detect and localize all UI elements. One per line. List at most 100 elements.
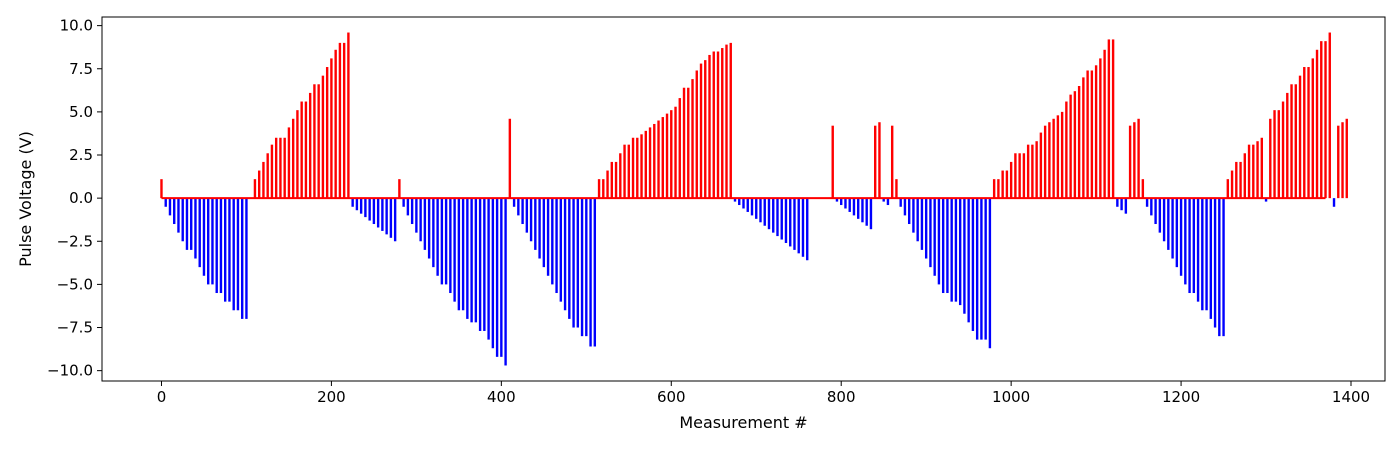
bar [1188, 198, 1191, 294]
bar [419, 198, 422, 242]
bar [1184, 198, 1187, 285]
bar [1337, 125, 1340, 199]
bar [542, 198, 546, 268]
bar [321, 75, 325, 199]
bar [1026, 144, 1030, 199]
bar [1307, 67, 1310, 199]
bar [325, 67, 329, 199]
bar [661, 117, 664, 199]
bar [551, 198, 554, 285]
bar [1133, 122, 1136, 199]
bar [1196, 198, 1200, 302]
bar [232, 198, 235, 311]
bar [1332, 198, 1336, 207]
bar [449, 198, 452, 294]
bar [440, 198, 444, 285]
bar [500, 198, 503, 357]
bar [767, 198, 771, 230]
bar [1311, 58, 1314, 199]
bar [924, 198, 928, 259]
bar [1277, 110, 1280, 199]
bar [173, 198, 176, 225]
bar [644, 130, 647, 199]
bar [1179, 198, 1183, 276]
bar [589, 198, 592, 347]
bar [1014, 153, 1017, 199]
bar [1294, 84, 1297, 199]
bar [364, 198, 367, 218]
bar [674, 106, 677, 199]
bar [1158, 198, 1162, 233]
bar [525, 198, 529, 233]
bar [1120, 198, 1123, 211]
bar [640, 134, 643, 199]
bar [1073, 91, 1077, 199]
bar [1243, 153, 1246, 199]
bar [695, 70, 698, 199]
bar [776, 198, 779, 237]
bar [1018, 153, 1021, 199]
bar [1324, 41, 1327, 199]
bar [712, 51, 715, 199]
bar [406, 198, 410, 216]
bar [270, 144, 274, 199]
bar [1298, 75, 1302, 199]
bar [903, 198, 907, 216]
bar [869, 198, 873, 230]
bar [1124, 198, 1128, 214]
bar [1137, 118, 1140, 199]
bar [971, 198, 975, 331]
bar [933, 198, 936, 276]
bar [946, 198, 949, 294]
bar [716, 51, 720, 199]
bar [1171, 198, 1174, 259]
bar [895, 179, 898, 199]
bar [763, 198, 766, 226]
bar [878, 122, 881, 199]
bar [1201, 198, 1204, 311]
bar [266, 153, 269, 199]
bar [483, 198, 486, 331]
bar [1145, 198, 1149, 207]
bar [954, 198, 958, 302]
bar [1235, 161, 1238, 199]
bar [606, 170, 609, 199]
y-tick-label: −2.5 [57, 232, 93, 250]
bar [1273, 110, 1276, 199]
bar [495, 198, 499, 357]
bar [1128, 125, 1132, 199]
y-tick-label: 7.5 [69, 60, 93, 78]
bar [941, 198, 945, 294]
bar [1341, 122, 1344, 199]
bar [402, 198, 405, 207]
bar [738, 198, 741, 206]
bar [1260, 137, 1263, 199]
bar [1264, 198, 1268, 202]
bar [347, 32, 350, 199]
bar [304, 101, 308, 199]
x-tick-label: 1000 [992, 388, 1030, 406]
bar [470, 198, 473, 323]
bar [164, 198, 167, 207]
bar [886, 198, 890, 206]
bar [793, 198, 796, 250]
bar [287, 127, 291, 199]
bar [538, 198, 541, 259]
y-tick-label: 5.0 [69, 103, 93, 121]
bar [733, 198, 737, 202]
bar [746, 198, 749, 212]
bar [916, 198, 919, 242]
bar [207, 198, 210, 285]
bar [368, 198, 371, 221]
bar [657, 120, 660, 199]
bar [376, 198, 380, 228]
bar [555, 198, 558, 294]
bar [1141, 179, 1145, 199]
bar [568, 198, 571, 319]
bar [699, 63, 703, 199]
x-axis: 0 200 400 600 800 1000 1200 1400 [157, 381, 1370, 406]
bar [1286, 92, 1289, 199]
bar [725, 44, 728, 199]
bar [1218, 198, 1221, 337]
